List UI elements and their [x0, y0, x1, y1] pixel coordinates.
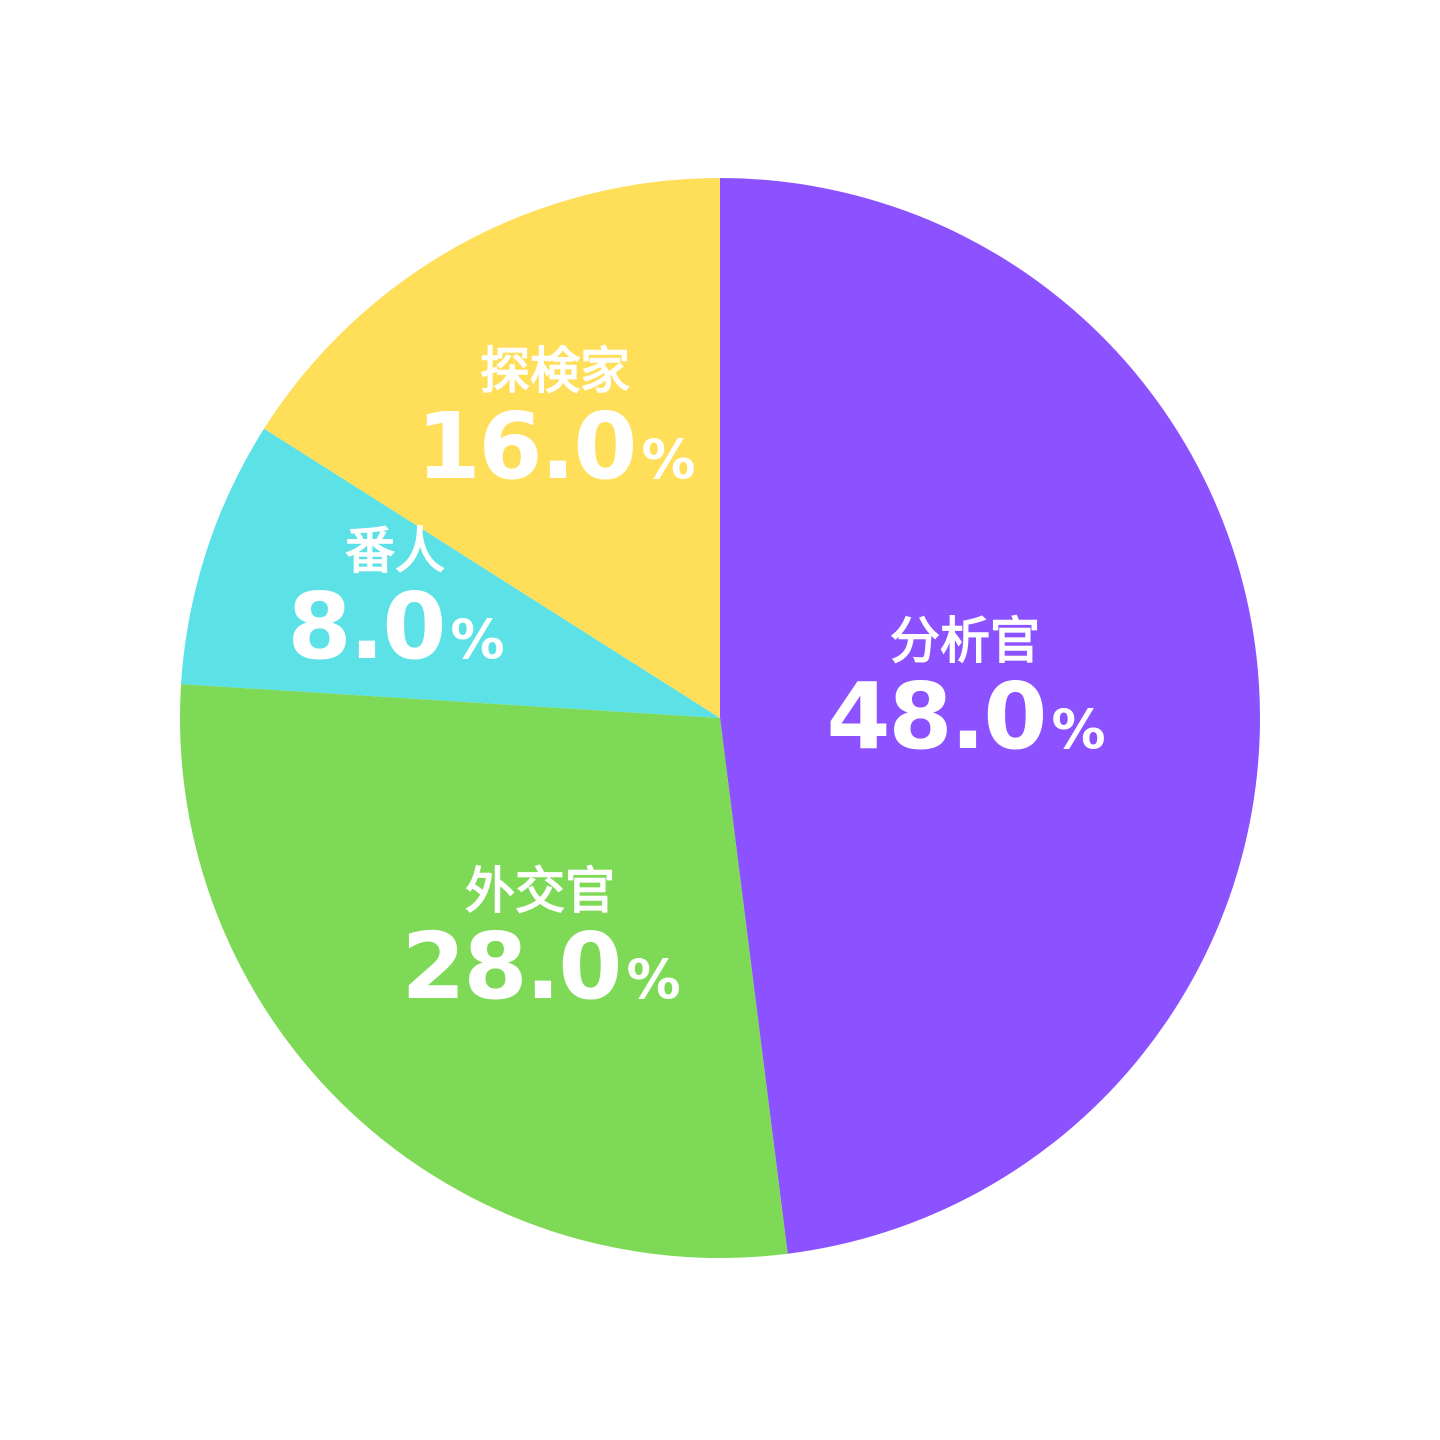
slice-name: 探検家 — [479, 342, 630, 401]
pie-slice — [264, 178, 720, 718]
slice-label: 探検家 16.0% — [416, 342, 695, 496]
pie-slice — [180, 684, 788, 1259]
pie-slice — [720, 178, 1260, 1254]
slice-label: 外交官 28.0% — [401, 862, 680, 1016]
pie-slice — [181, 428, 721, 718]
slice-value-number: 28.0 — [401, 913, 622, 1021]
slice-value-number: 16.0 — [416, 393, 637, 501]
slice-value: 16.0% — [416, 398, 695, 496]
slice-label: 番人 8.0% — [287, 522, 504, 676]
slice-name: 番人 — [345, 522, 445, 581]
slice-value-number: 8.0 — [287, 573, 446, 681]
slice-label: 分析官 48.0% — [826, 612, 1105, 766]
slice-name: 分析官 — [889, 612, 1040, 671]
slice-value: 48.0% — [826, 668, 1105, 766]
slice-value: 8.0% — [287, 578, 504, 676]
percent-unit: % — [450, 608, 504, 672]
percent-unit: % — [626, 948, 680, 1012]
percent-unit: % — [1051, 698, 1105, 762]
percent-unit: % — [641, 428, 695, 492]
slice-value-number: 48.0 — [826, 663, 1047, 771]
slice-value: 28.0% — [401, 918, 680, 1016]
slice-name: 外交官 — [464, 862, 615, 921]
